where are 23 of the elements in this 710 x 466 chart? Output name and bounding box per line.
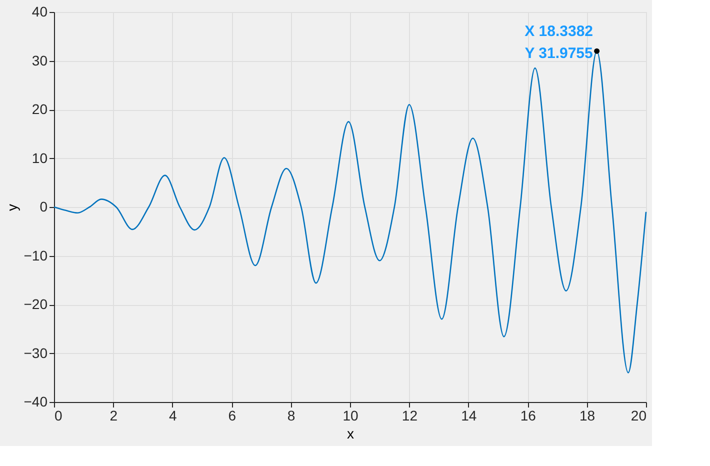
y-tick-label: −10: [24, 247, 48, 264]
x-tick-label: 16: [520, 408, 536, 424]
x-tick-label: 10: [342, 408, 358, 424]
y-tick-label: −40: [24, 394, 48, 410]
x-tick-label: 6: [228, 408, 236, 424]
x-tick-label: 12: [402, 408, 418, 424]
y-axis-title: y: [4, 204, 20, 211]
y-tick-label: −30: [24, 344, 48, 361]
y-tick-label: 30: [32, 52, 48, 68]
x-tick-label: 0: [54, 408, 62, 424]
y-tick-label: 20: [32, 101, 48, 117]
x-axis-title: x: [347, 426, 354, 442]
y-tick-label: 40: [32, 4, 48, 20]
x-tick-label: 4: [169, 408, 177, 424]
y-tick-label: 0: [40, 198, 48, 214]
annotation: X 18.3382 Y 31.9755: [524, 23, 594, 62]
y-tick-label: −20: [24, 296, 48, 312]
x-tick-label: 20: [630, 408, 647, 424]
x-tick-label: 8: [287, 408, 296, 424]
y-tick-label: 10: [32, 150, 48, 166]
x-tick-label: 14: [461, 408, 477, 424]
x-tick-label: 2: [110, 408, 118, 424]
x-tick-label: 18: [580, 408, 596, 424]
